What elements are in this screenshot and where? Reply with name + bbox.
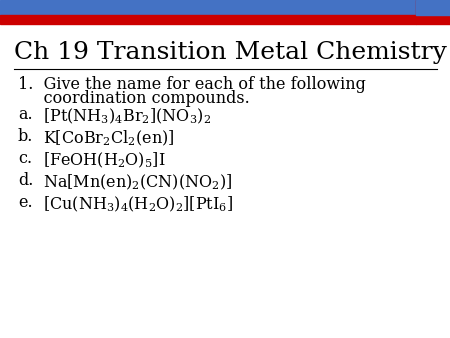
Text: $\mathregular{[Cu(NH_3)_4(H_2O)_2][PtI_6]}$: $\mathregular{[Cu(NH_3)_4(H_2O)_2][PtI_6… <box>43 194 233 214</box>
Text: $\mathregular{K[CoBr_2Cl_2(en)]}$: $\mathregular{K[CoBr_2Cl_2(en)]}$ <box>43 128 174 148</box>
Text: coordination compounds.: coordination compounds. <box>18 90 250 106</box>
Text: a.: a. <box>18 106 32 123</box>
Text: d.: d. <box>18 172 33 189</box>
Text: $\mathregular{[FeOH(H_2O)_5]I}$: $\mathregular{[FeOH(H_2O)_5]I}$ <box>43 150 166 170</box>
Text: $\mathregular{[Pt(NH_3)_4Br_2](NO_3)_2}$: $\mathregular{[Pt(NH_3)_4Br_2](NO_3)_2}$ <box>43 106 211 126</box>
Text: $\mathregular{Na[Mn(en)_2(CN)(NO_2)]}$: $\mathregular{Na[Mn(en)_2(CN)(NO_2)]}$ <box>43 172 232 192</box>
Text: Ch 19 Transition Metal Chemistry: Ch 19 Transition Metal Chemistry <box>14 41 446 64</box>
Text: c.: c. <box>18 150 32 167</box>
Text: 1.  Give the name for each of the following: 1. Give the name for each of the followi… <box>18 76 366 93</box>
Text: b.: b. <box>18 128 33 145</box>
Text: e.: e. <box>18 194 32 211</box>
